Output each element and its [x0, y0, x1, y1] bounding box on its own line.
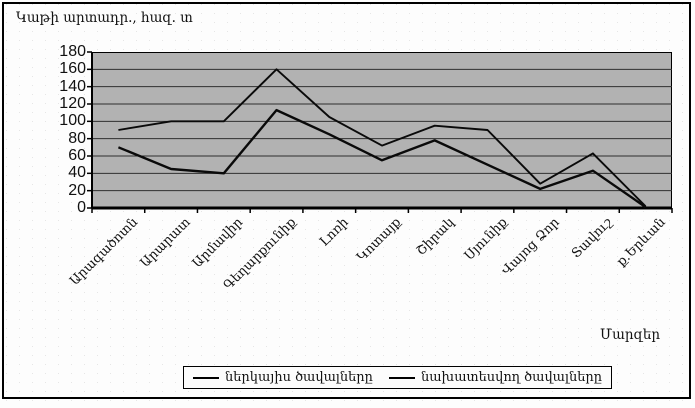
y-axis-tick-label: 40 [68, 164, 86, 182]
y-axis-tick-label: 160 [59, 60, 86, 78]
y-axis-tick-label: 80 [68, 129, 86, 147]
y-axis-tick-label: 0 [77, 199, 86, 216]
legend-item-projected: նախատեսվող ծավալները [388, 370, 603, 385]
series-line-1 [118, 68, 647, 207]
series-line-0 [117, 108, 647, 209]
x-axis-title: Մարզեր [600, 327, 661, 343]
line-marker-icon [388, 376, 415, 379]
chart-legend: ներկայիս ծավալները նախատեսվող ծավալները [183, 366, 613, 389]
y-axis-tick-label: 60 [68, 147, 86, 164]
legend-label: ներկայիս ծավալները [225, 370, 373, 385]
page-border-frame [2, 2, 691, 399]
line-chart-canvas [87, 51, 673, 213]
y-axis-tick-label: 180 [59, 43, 86, 60]
y-axis-tick-label: 20 [68, 181, 86, 199]
y-axis-tick-label: 120 [59, 95, 86, 112]
y-axis-tick-label: 100 [59, 112, 86, 130]
legend-label: նախատեսվող ծավալները [420, 370, 603, 385]
chart-title: Կաթի արտադր., հազ. տ [16, 10, 193, 26]
legend-item-current: ներկայիս ծավալները [193, 370, 373, 385]
line-marker-icon [193, 376, 219, 379]
y-axis-tick-label: 140 [59, 77, 86, 95]
